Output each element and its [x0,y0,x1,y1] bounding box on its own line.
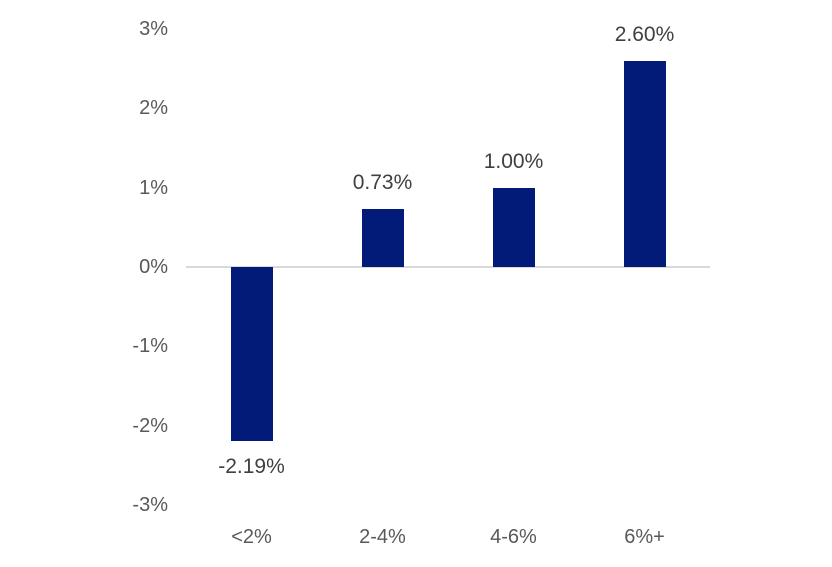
y-tick-label: 3% [139,18,168,40]
zero-axis-line [186,266,710,268]
bar-value-label: 2.60% [614,22,675,46]
y-tick-label: 1% [139,176,168,199]
x-tick-label: <2% [231,526,272,548]
y-tick-label: -2% [132,414,168,437]
y-tick-label: 0% [139,256,168,278]
y-tick-label: -3% [132,494,168,516]
y-tick-label: -1% [132,335,168,358]
x-tick-label: 4-6% [490,526,537,548]
bar-value-label: 1.00% [483,149,544,173]
bar-<2% [230,267,273,441]
y-tick-label: 2% [139,97,168,120]
bar-value-label: -2.19% [218,454,285,478]
bar-value-label: 0.73% [352,171,413,195]
bar-2-4% [361,209,404,267]
x-tick-label: 2-4% [359,526,406,548]
bar-6%+ [623,60,666,267]
x-tick-label: 6%+ [624,526,665,548]
bar-4-6% [492,187,535,267]
